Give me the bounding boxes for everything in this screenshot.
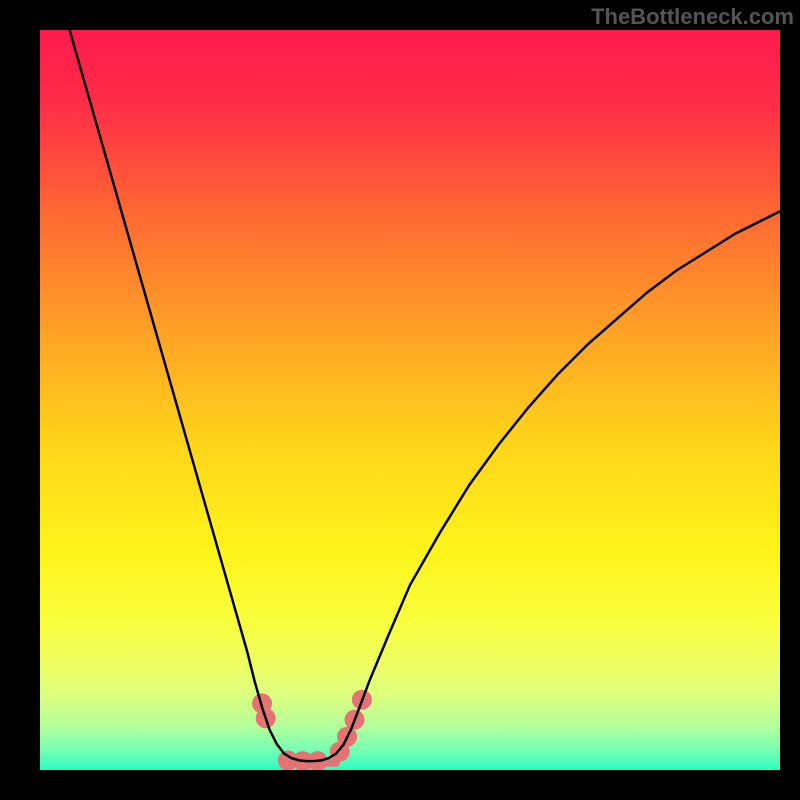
chart-frame — [40, 30, 780, 770]
watermark-text: TheBottleneck.com — [591, 4, 794, 30]
chart-svg — [40, 30, 780, 770]
bottleneck-curve — [70, 30, 780, 761]
